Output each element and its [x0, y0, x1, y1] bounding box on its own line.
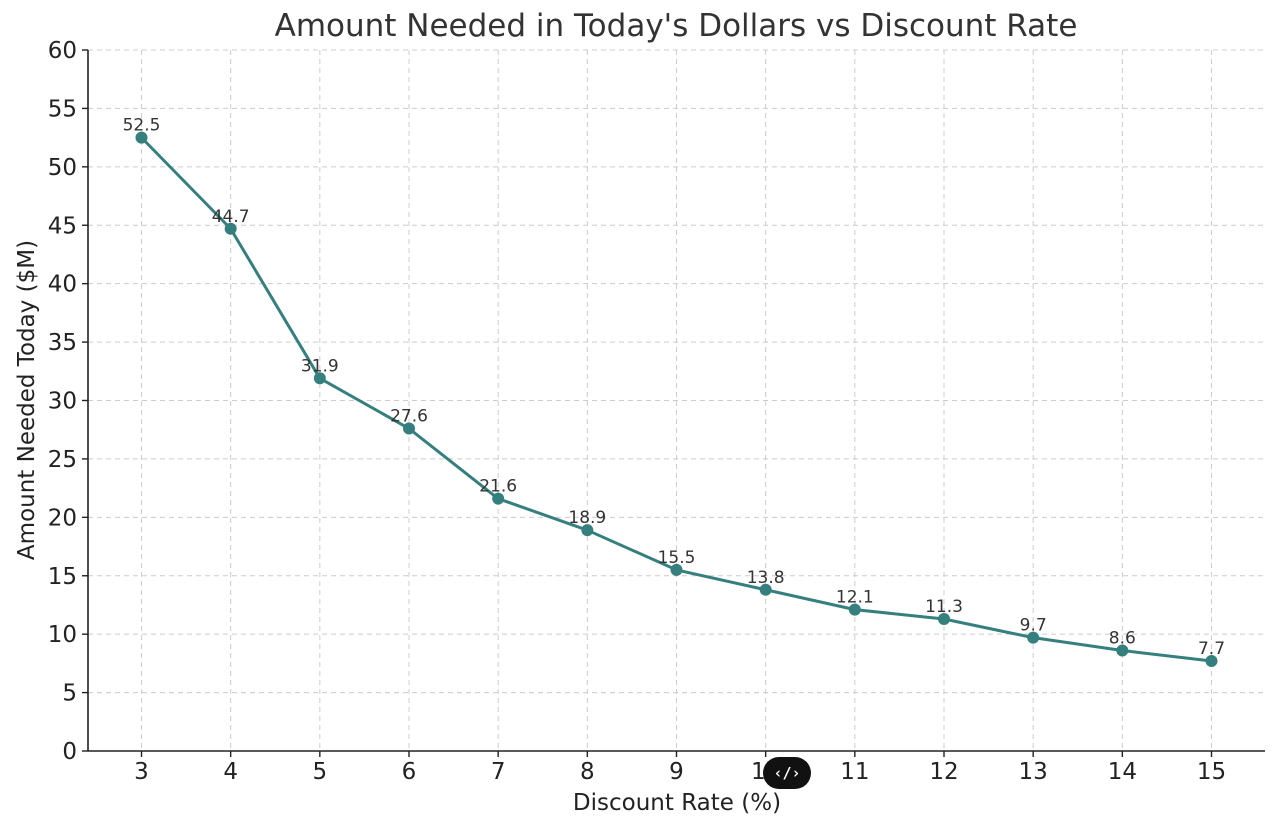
y-tick-label: 25 [48, 447, 77, 473]
y-tick-label: 30 [48, 389, 77, 415]
y-tick-label: 40 [48, 272, 77, 298]
data-label: 44.7 [212, 207, 250, 227]
data-point [759, 583, 772, 596]
data-label: 9.7 [1020, 616, 1047, 636]
x-axis-label: Discount Rate (%) [573, 790, 781, 816]
y-tick-label: 45 [48, 213, 77, 239]
data-label: 15.5 [658, 548, 696, 568]
data-label: 7.7 [1198, 639, 1225, 659]
data-point [848, 603, 861, 616]
data-point [670, 563, 683, 576]
data-point [492, 492, 505, 505]
data-label: 52.5 [123, 116, 161, 136]
data-label: 12.1 [836, 588, 874, 608]
x-tick-label: 4 [223, 759, 238, 785]
x-axis-ticks: 3456789101112131415 [134, 751, 1226, 785]
x-tick-label: 11 [840, 759, 869, 785]
y-tick-label: 10 [48, 622, 77, 648]
data-point [1205, 655, 1218, 668]
chart-title: Amount Needed in Today's Dollars vs Disc… [275, 8, 1078, 44]
data-point [938, 612, 950, 625]
x-tick-label: 15 [1197, 759, 1226, 785]
data-point [224, 222, 237, 235]
x-tick-label: 5 [313, 759, 328, 785]
y-tick-label: 55 [48, 96, 77, 122]
data-point [1027, 631, 1040, 644]
data-point [1116, 644, 1129, 657]
code-embed-icon[interactable]: ‹/› [763, 757, 811, 789]
data-label: 8.6 [1109, 629, 1136, 649]
y-tick-label: 15 [48, 564, 77, 590]
y-tick-label: 35 [48, 330, 77, 356]
data-label: 11.3 [925, 597, 963, 617]
data-label: 27.6 [390, 407, 428, 427]
data-point [581, 524, 594, 537]
data-label: 21.6 [479, 477, 517, 497]
y-tick-label: 20 [48, 505, 77, 531]
y-tick-label: 5 [62, 681, 77, 707]
y-tick-label: 60 [48, 38, 77, 64]
data-point [313, 372, 326, 385]
x-tick-label: 3 [134, 759, 149, 785]
data-point [403, 422, 415, 435]
x-tick-label: 8 [580, 759, 595, 785]
series-layer: 52.5 44.7 31.9 27.6 21.6 18.9 15.5 13.8 12.1 11.3… [123, 116, 1225, 668]
y-tick-label: 50 [48, 155, 77, 181]
x-tick-label: 14 [1108, 759, 1137, 785]
x-tick-label: 7 [491, 759, 506, 785]
x-tick-label: 9 [669, 759, 684, 785]
y-axis-label: Amount Needed Today ($M) [14, 240, 40, 560]
data-label: 31.9 [301, 356, 339, 376]
x-tick-label: 13 [1019, 759, 1048, 785]
data-label: 18.9 [568, 508, 606, 528]
data-label: 13.8 [747, 568, 785, 588]
y-tick-label: 0 [62, 739, 77, 765]
data-point [135, 131, 148, 144]
x-tick-label: 12 [929, 759, 958, 785]
y-axis-ticks: 0 5 10 15 20 25 30 35 40 45 50 55 60 [48, 38, 88, 765]
x-tick-label: 6 [402, 759, 417, 785]
